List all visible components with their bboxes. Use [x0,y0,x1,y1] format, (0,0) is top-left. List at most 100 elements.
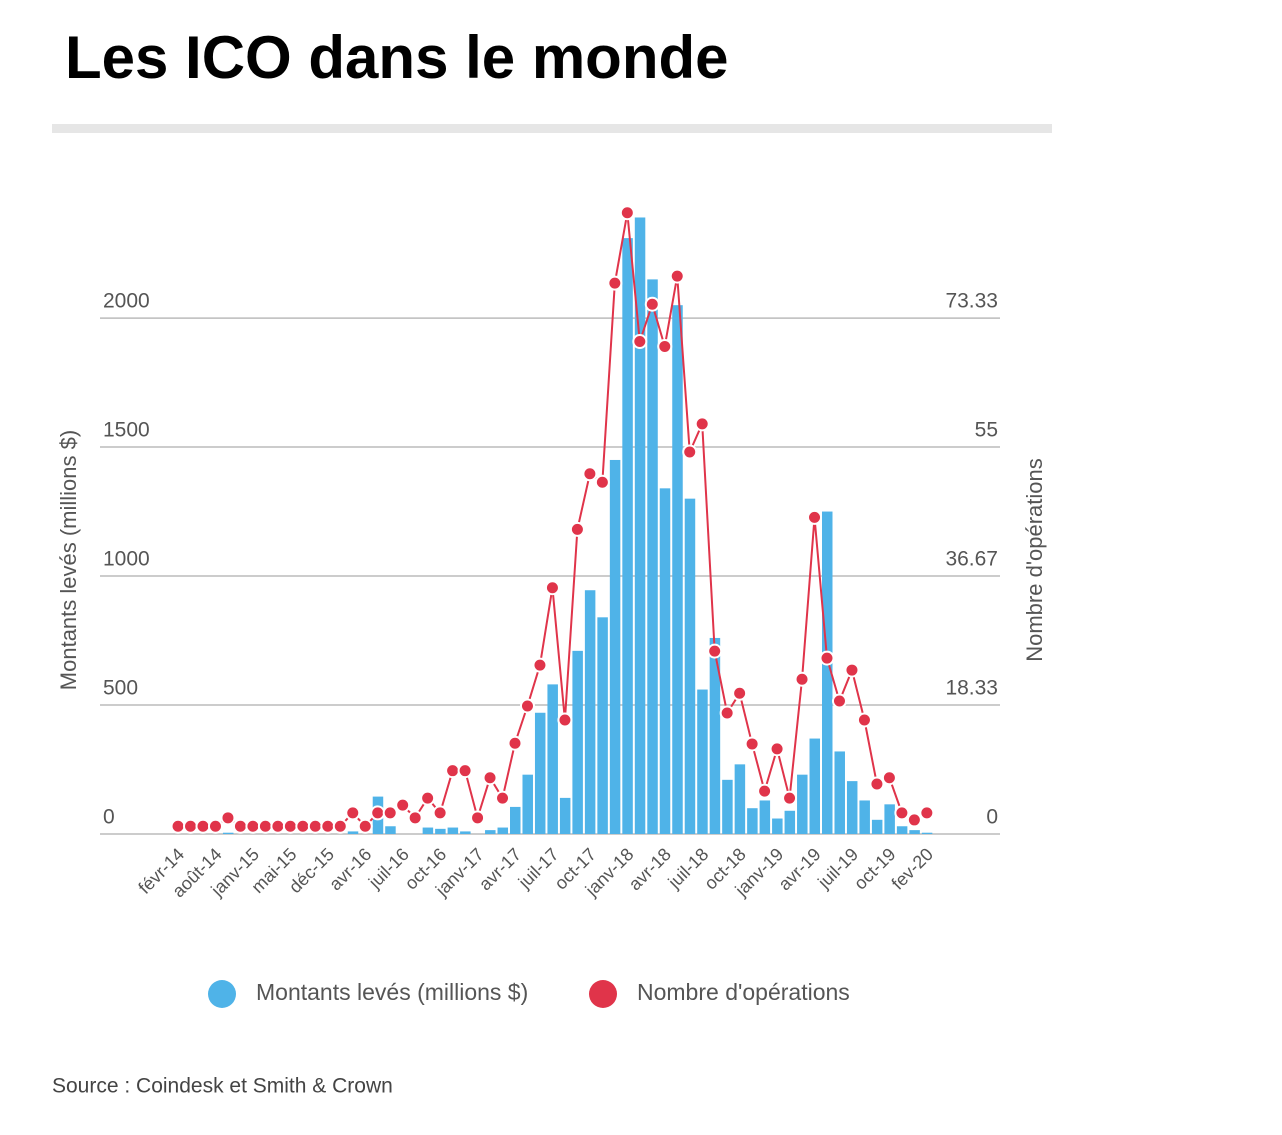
point [183,818,199,834]
point [869,776,885,792]
bar [909,830,920,834]
point [257,818,273,834]
bar [460,831,471,834]
point [906,812,922,828]
bar [896,826,908,834]
point [619,205,635,221]
point [757,783,773,799]
point [881,770,897,786]
x-tick-label: avr-16 [325,844,375,894]
bar [709,637,721,834]
legend-label: Montants levés (millions $) [256,979,528,1005]
y-tick-label: 1000 [103,548,150,571]
point [807,509,823,525]
point [345,805,361,821]
bar [534,712,546,834]
x-tick-label: avr-19 [774,844,824,894]
point [794,671,810,687]
point [407,810,423,826]
y2-tick-label: 0 [986,806,998,829]
point [170,818,186,834]
y-tick-label: 2000 [103,290,150,313]
point [307,818,323,834]
point [519,698,535,714]
bar [609,459,621,834]
source: Source : Coindesk et Smith & Crown [52,1075,393,1098]
point [769,741,785,757]
bar [497,827,509,834]
bar [921,832,933,834]
bar [347,831,359,834]
point [470,810,486,826]
y-tick-label: 1500 [103,419,150,442]
bar [871,819,883,834]
point [382,805,398,821]
point [207,818,223,834]
point [919,805,935,821]
bar [385,826,396,834]
y2-tick-label: 55 [975,419,998,442]
title-rule [52,124,1052,133]
y2-tick-label: 73.33 [945,290,998,313]
legend-swatch [589,980,617,1008]
bar [447,827,459,834]
bar [622,238,633,835]
bar [809,738,821,834]
bar [222,832,234,834]
point [432,805,448,821]
y2-tick-label: 18.33 [945,677,998,700]
point [732,685,748,701]
x-tick-label: avr-18 [625,844,675,894]
x-tick-label: oct-19 [850,844,900,894]
point [632,334,648,350]
bar [647,279,658,834]
point [582,466,598,482]
point [719,705,735,721]
point [782,790,798,806]
y-tick-label: 0 [103,806,115,829]
point [282,818,298,834]
point [495,790,511,806]
bar [597,617,608,834]
point [569,521,585,537]
bar [672,305,683,834]
bar [684,498,696,834]
point [420,790,436,806]
point [669,268,685,284]
legend-label: Nombre d'opérations [637,979,850,1005]
bar [747,808,758,834]
point [370,805,386,821]
bar [435,828,446,834]
point [819,650,835,666]
point [707,643,723,659]
point [232,818,248,834]
bar [759,800,771,834]
bar [834,751,845,834]
point [507,735,523,751]
bar [722,779,733,834]
bar [797,774,808,834]
point [844,662,860,678]
bar [884,804,895,834]
bar [634,217,646,835]
y-tick-label: 500 [103,677,138,700]
bar [846,781,858,834]
bar [485,830,496,834]
chart-title: Les ICO dans le monde [65,24,729,91]
point [532,657,548,673]
point [395,797,411,813]
bar [784,810,796,834]
point [694,416,710,432]
bar [822,511,833,834]
x-tick-label: fev-20 [888,844,938,894]
point [644,296,660,312]
bar [584,590,596,834]
bar [734,764,746,834]
point [594,474,610,490]
point [607,275,623,291]
legend-swatch [208,980,236,1008]
point [682,444,698,460]
bar [422,827,434,834]
x-tick-label: avr-17 [475,844,525,894]
